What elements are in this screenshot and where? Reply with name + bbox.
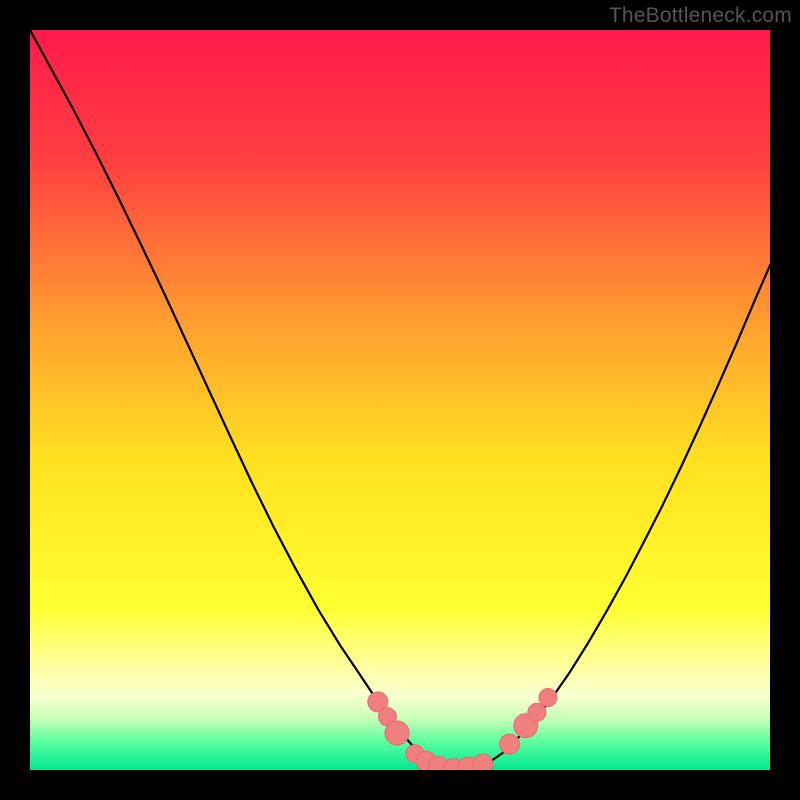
- gradient-background: [30, 30, 770, 770]
- bottleneck-chart-svg: [30, 30, 770, 770]
- plot-area: [30, 30, 770, 770]
- watermark-text: TheBottleneck.com: [609, 4, 792, 28]
- data-marker: [528, 703, 546, 721]
- data-marker: [473, 754, 493, 770]
- data-marker: [385, 721, 409, 745]
- data-marker: [500, 734, 520, 754]
- chart-frame: TheBottleneck.com: [0, 0, 800, 800]
- data-marker: [539, 688, 557, 706]
